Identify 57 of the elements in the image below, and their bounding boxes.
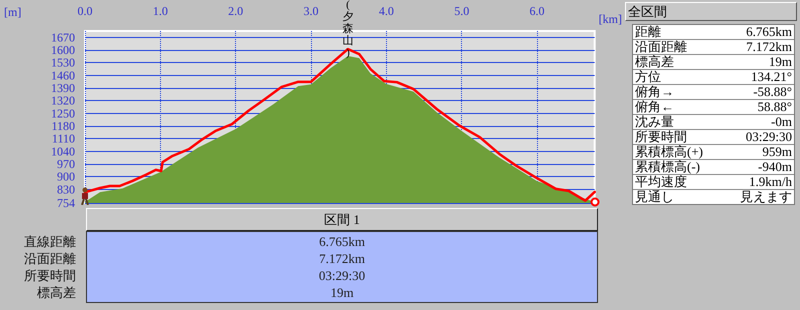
text: 7.172km — [746, 39, 792, 54]
y-tick-label: 1600 — [51, 42, 75, 57]
text: 標高差 — [635, 54, 674, 69]
y-tick-label: 1670 — [51, 30, 75, 44]
y-tick-label: 1110 — [52, 132, 75, 146]
text: 03:29:30 — [746, 129, 792, 144]
text: 沿面距離 — [24, 250, 76, 267]
text: 03:29:30 — [318, 267, 366, 284]
y-tick-label: 900 — [57, 170, 75, 184]
text: 沈み量 — [635, 114, 674, 129]
text: 19m — [768, 54, 792, 69]
text: 所要時間 — [635, 129, 687, 144]
y-tick-label: 1530 — [51, 56, 75, 70]
text: 平均速度 — [635, 174, 687, 189]
text: 所要時間 — [24, 267, 76, 284]
text: 標高差 — [37, 284, 76, 301]
x-tick-label: 4.0 — [378, 4, 394, 18]
y-tick-label: 1320 — [51, 94, 75, 108]
x-tick-label: 0.0 — [78, 4, 92, 18]
x-tick-label: 6.0 — [530, 4, 545, 18]
text: 距離 — [635, 24, 661, 39]
text: 俯角→ — [635, 84, 674, 99]
text: 区間 1 — [86, 208, 598, 231]
y-tick-label: 970 — [57, 156, 75, 171]
x-tick-label: 2.0 — [228, 4, 244, 18]
text: 58.88° — [758, 99, 792, 114]
text: 1.9km/h — [749, 174, 792, 189]
text: 俯角← — [635, 99, 674, 114]
text: 累積標高(-) — [635, 159, 700, 174]
text: 累積標高(+) — [635, 144, 703, 159]
text: 沿面距離 — [635, 39, 687, 54]
text: 134.21° — [751, 69, 792, 84]
x-tick-label: 1.0 — [152, 4, 168, 18]
text: 7.172km — [318, 250, 366, 267]
text: 6.765km — [746, 24, 792, 39]
y-tick-label: 754 — [57, 196, 75, 210]
text: 全区間 — [625, 2, 797, 21]
text: 6.765km — [318, 233, 366, 250]
y-tick-label: 1460 — [51, 68, 75, 82]
y-tick-label: 1390 — [51, 80, 75, 95]
y-axis-title: [m] — [4, 5, 22, 19]
text: 959m — [762, 144, 792, 159]
text: 見通し — [635, 189, 674, 204]
x-tick-label: 5.0 — [454, 4, 470, 18]
y-tick-label: 1250 — [51, 106, 75, 120]
text: 方位 — [635, 69, 661, 84]
x-tick-label: 3.0 — [304, 4, 319, 18]
y-tick-label: 1040 — [51, 144, 75, 158]
text: -940m — [758, 159, 792, 174]
x-axis-title: [km] — [598, 12, 622, 26]
text: 直線距離 — [24, 233, 76, 250]
y-tick-label: 1180 — [51, 118, 75, 133]
y-tick-label: 830 — [57, 182, 75, 196]
text: 見えます — [740, 189, 792, 204]
text: -58.88° — [753, 84, 792, 99]
text: 19m — [329, 284, 355, 301]
text: -0m — [771, 114, 792, 129]
